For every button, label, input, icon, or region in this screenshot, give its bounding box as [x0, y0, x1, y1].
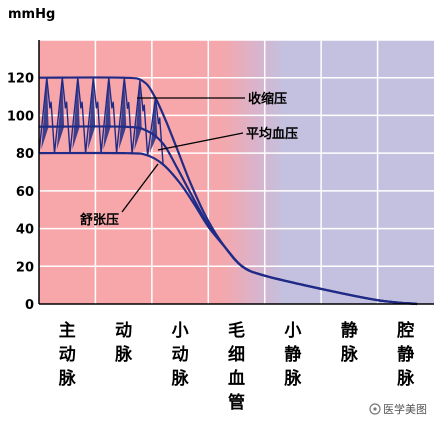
- y-tick-label: 120: [7, 72, 34, 87]
- pulse-peak: [118, 77, 127, 150]
- y-tick-label: 60: [16, 185, 34, 200]
- pressure-curves: [38, 76, 418, 306]
- category-char: 血: [228, 368, 245, 389]
- category-char: 脉: [283, 368, 302, 389]
- category-char: 脉: [171, 368, 190, 389]
- category-char: 毛: [228, 320, 245, 341]
- annotation-mean: 平均血压: [157, 126, 298, 151]
- y-tick-label: 0: [25, 298, 34, 313]
- category-char: 动: [59, 345, 76, 365]
- annotation-systolic: 收缩压: [137, 91, 287, 107]
- category-char: 动: [115, 321, 132, 341]
- diastolic-curve: [38, 151, 418, 306]
- category-char: 动: [172, 345, 189, 365]
- mean-leader: [157, 132, 244, 151]
- unit-label: mmHg: [8, 7, 55, 22]
- category-char: 脉: [58, 368, 77, 389]
- category-label: 动脉: [114, 321, 133, 365]
- category-char: 细: [228, 344, 245, 365]
- category-label: 小静脉: [283, 321, 302, 389]
- y-tick-label: 100: [7, 109, 34, 124]
- y-tick-label: 40: [16, 223, 34, 238]
- category-label: 腔静脉: [396, 320, 415, 389]
- category-label: 主动脉: [58, 320, 77, 389]
- category-char: 管: [228, 392, 245, 413]
- pulse-peak: [87, 77, 96, 150]
- category-char: 脉: [114, 344, 133, 365]
- category-char: 静: [397, 344, 414, 365]
- watermark: 医学美图: [383, 402, 427, 416]
- category-char: 主: [59, 320, 76, 341]
- arterial-pulse-waves: [38, 77, 164, 165]
- axes: [38, 40, 434, 305]
- pulse-peak: [72, 77, 80, 150]
- y-tick-labels: 0 20 40 60 80 100 120: [7, 72, 34, 313]
- pulse-peak: [150, 98, 158, 152]
- category-char: 脉: [340, 344, 359, 365]
- category-char: 脉: [396, 368, 415, 389]
- pulse-peak: [56, 77, 65, 150]
- category-label: 静脉: [340, 320, 359, 365]
- category-char: 腔: [396, 320, 414, 341]
- category-char: 静: [341, 320, 358, 341]
- annotation-diastolic: 舒张压: [80, 163, 159, 228]
- diastolic-label: 舒张压: [80, 212, 119, 228]
- watermark-icon: [369, 403, 381, 415]
- systolic-label: 收缩压: [248, 91, 287, 107]
- y-tick-label: 20: [16, 260, 34, 275]
- category-char: 小: [284, 321, 301, 341]
- category-char: 小: [172, 321, 189, 341]
- pulse-peak: [103, 77, 111, 150]
- y-tick-label: 80: [16, 147, 34, 162]
- pulse-peak: [41, 77, 49, 150]
- category-char: 静: [284, 344, 301, 365]
- diastolic-leader: [121, 163, 159, 213]
- mean-pressure-label: 平均血压: [246, 126, 298, 142]
- category-label: 小动脉: [171, 321, 190, 389]
- plot-background: [39, 40, 434, 304]
